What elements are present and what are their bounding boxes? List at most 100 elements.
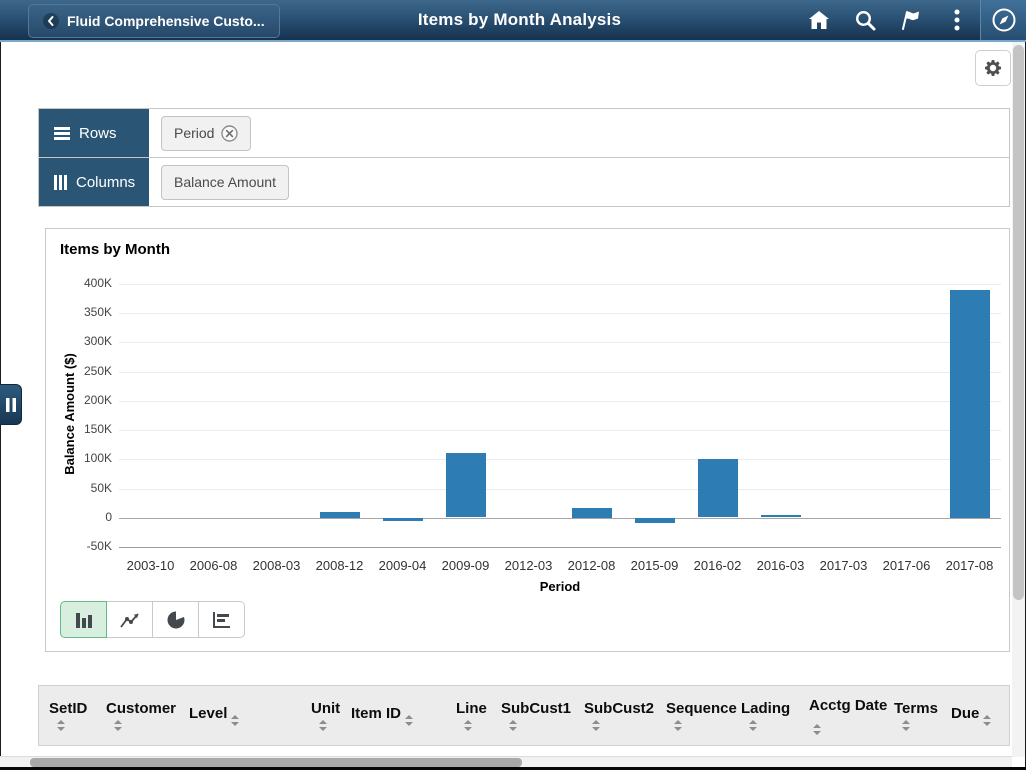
- column-header-lading[interactable]: Lading: [741, 700, 809, 731]
- column-header-label: SubCust1: [501, 700, 572, 717]
- column-header-acctg-date[interactable]: Acctg Date: [809, 697, 894, 735]
- bar-2015-09[interactable]: [635, 518, 675, 523]
- gridline: [119, 459, 1001, 460]
- y-tick-label: 0: [105, 510, 112, 524]
- x-tick-label: 2006-08: [189, 558, 238, 573]
- chip-balance-amount[interactable]: Balance Amount: [161, 164, 289, 200]
- column-header-due[interactable]: Due: [951, 705, 1009, 726]
- settings-button[interactable]: [975, 50, 1011, 86]
- x-tick-label: 2012-08: [567, 558, 616, 573]
- y-tick-label: 350K: [83, 305, 112, 319]
- home-button[interactable]: [796, 0, 842, 40]
- flag-icon: [899, 9, 923, 31]
- sort-icon: [114, 720, 122, 731]
- remove-chip-icon[interactable]: [221, 124, 239, 142]
- search-icon: [854, 9, 877, 32]
- app-header: Fluid Comprehensive Custo... Items by Mo…: [0, 0, 1026, 42]
- chip-balance-amount-label: Balance Amount: [174, 174, 276, 190]
- gridline: [119, 489, 1001, 490]
- gridline: [119, 401, 1001, 402]
- sort-icon: [405, 715, 414, 726]
- sort-icon: [674, 720, 682, 731]
- column-header-label: SubCust2: [584, 700, 655, 717]
- chart-panel: Items by Month Balance Amount ($) 400K 35…: [45, 228, 1010, 652]
- column-header-line[interactable]: Line: [456, 700, 501, 731]
- x-tick-label: 2012-03: [504, 558, 553, 573]
- pie-chart-icon: [165, 609, 187, 631]
- column-header-label: Due: [951, 705, 980, 722]
- back-button-label: Fluid Comprehensive Custo...: [67, 13, 265, 29]
- sort-icon: [749, 720, 757, 731]
- column-header-label: Customer: [106, 700, 177, 717]
- gridline: [119, 284, 1001, 285]
- chart-type-horizontal-bar-button[interactable]: [198, 601, 245, 638]
- column-header-customer[interactable]: Customer: [106, 700, 189, 731]
- column-header-unit[interactable]: Unit: [311, 700, 351, 731]
- column-header-label: Unit: [311, 700, 341, 717]
- column-header-label: Level: [189, 705, 228, 722]
- x-axis-label: Period: [539, 579, 581, 594]
- column-header-terms[interactable]: Terms: [894, 700, 951, 731]
- sort-icon: [592, 720, 600, 731]
- chart-type-switcher: [60, 601, 245, 638]
- navbar-button[interactable]: [980, 0, 1026, 40]
- navbar-compass-icon: [991, 7, 1017, 33]
- x-tick-label: 2003-10: [126, 558, 175, 573]
- bar-2016-03[interactable]: [761, 515, 801, 517]
- y-tick-label: 400K: [83, 276, 112, 290]
- x-tick-label: 2009-04: [378, 558, 427, 573]
- vertical-bars-icon: [54, 174, 67, 190]
- vertical-scrollbar-thumb[interactable]: [1013, 45, 1024, 600]
- more-actions-button[interactable]: [934, 0, 980, 40]
- x-tick-label: 2008-03: [252, 558, 301, 573]
- chart-type-line-button[interactable]: [106, 601, 153, 638]
- gridline: [119, 518, 1001, 519]
- horizontal-scrollbar[interactable]: [0, 756, 1012, 767]
- column-header-subcust1[interactable]: SubCust1: [501, 700, 584, 731]
- bar-2008-12[interactable]: [320, 512, 360, 518]
- sort-icon: [902, 720, 910, 731]
- chart-type-pie-button[interactable]: [152, 601, 199, 638]
- y-tick-label: 200K: [83, 393, 112, 407]
- gear-icon: [983, 58, 1003, 78]
- back-chevron-icon: [43, 13, 59, 29]
- bar-2009-09[interactable]: [446, 453, 486, 517]
- expand-side-panel-tab[interactable]: [0, 384, 22, 425]
- flag-button[interactable]: [888, 0, 934, 40]
- bar-chart-icon: [73, 610, 95, 630]
- column-header-label: Lading: [741, 700, 791, 717]
- column-header-label: Item ID: [351, 705, 402, 722]
- sort-icon: [813, 723, 821, 735]
- x-tick-label: 2016-02: [693, 558, 742, 573]
- line-chart-icon: [119, 610, 141, 630]
- column-header-subcust2[interactable]: SubCust2: [584, 700, 666, 731]
- bar-2017-08[interactable]: [950, 290, 990, 518]
- bar-chart-plot: 400K 350K 300K 250K 200K 150K 100K 50K 0 -50K 2003…: [46, 229, 1009, 651]
- sort-icon: [983, 715, 992, 726]
- vertical-scrollbar[interactable]: [1012, 42, 1025, 757]
- chip-period[interactable]: Period: [161, 115, 252, 151]
- bar-2016-02[interactable]: [698, 459, 738, 517]
- column-header-level[interactable]: Level: [189, 705, 311, 726]
- column-header-label: Acctg Date: [809, 696, 888, 714]
- column-header-sequence[interactable]: Sequence: [666, 700, 741, 731]
- search-button[interactable]: [842, 0, 888, 40]
- column-header-item-id[interactable]: Item ID: [351, 705, 456, 726]
- page-title: Items by Month Analysis: [417, 10, 622, 29]
- bar-2012-08[interactable]: [572, 508, 612, 518]
- home-icon: [807, 9, 831, 31]
- columns-tab[interactable]: Columns: [39, 158, 149, 206]
- column-header-setid[interactable]: SetID: [49, 700, 106, 731]
- pivot-rows-section: Rows Period: [38, 108, 1010, 158]
- x-tick-label: 2017-08: [945, 558, 994, 573]
- sort-icon: [464, 720, 472, 731]
- horizontal-scrollbar-thumb[interactable]: [30, 758, 522, 767]
- chart-type-bar-button[interactable]: [60, 601, 107, 638]
- window-bottom-edge: [0, 767, 1026, 770]
- x-tick-label: 2017-06: [882, 558, 931, 573]
- rows-tab[interactable]: Rows: [39, 109, 149, 157]
- back-button[interactable]: Fluid Comprehensive Custo...: [28, 4, 280, 38]
- bar-2009-04[interactable]: [383, 518, 423, 521]
- columns-tab-label: Columns: [76, 173, 136, 191]
